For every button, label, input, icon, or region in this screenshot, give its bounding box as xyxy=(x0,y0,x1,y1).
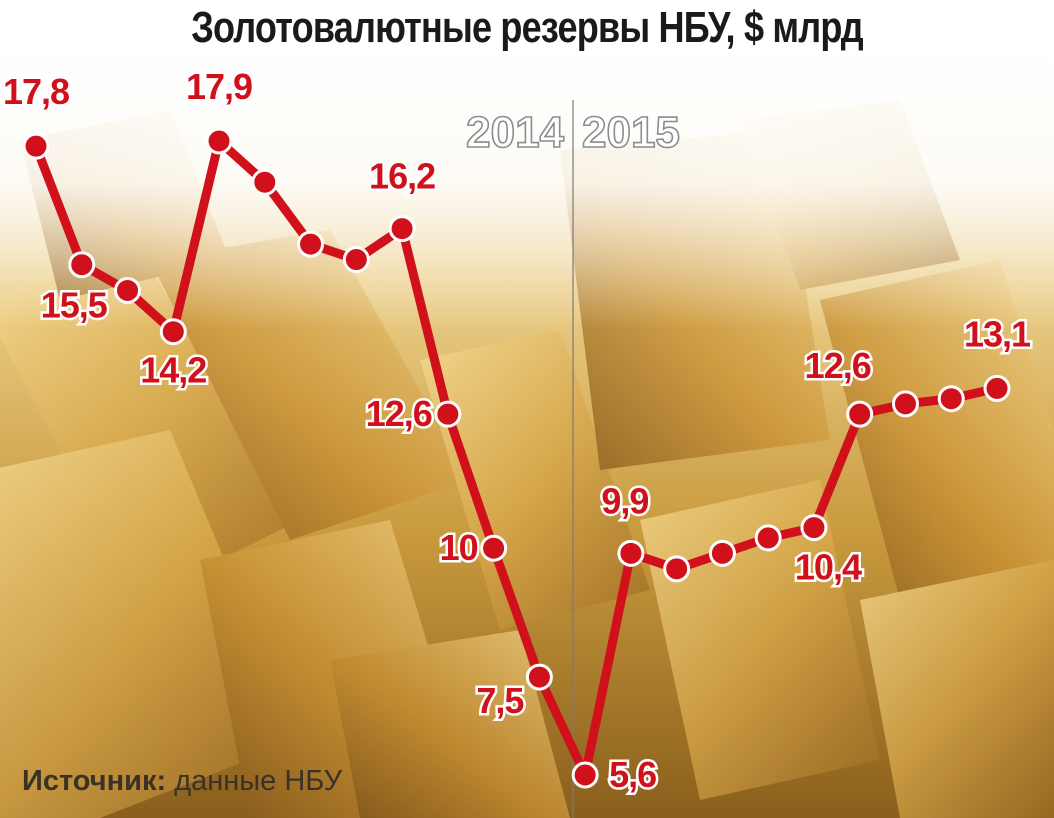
data-label: 12,6 xyxy=(366,393,432,434)
data-point xyxy=(68,251,96,279)
year-label-2014: 2014 xyxy=(466,108,564,157)
data-label: 9,9 xyxy=(601,480,648,521)
source-text: данные НБУ xyxy=(174,765,343,797)
data-label: 14,2 xyxy=(140,350,206,391)
data-point xyxy=(159,318,187,346)
data-point xyxy=(937,385,965,413)
data-label: 17,9 xyxy=(186,66,252,107)
data-point xyxy=(297,230,325,258)
data-label: 13,1 xyxy=(964,313,1031,354)
chart-title: Золотовалютные резервы НБУ, $ млрд xyxy=(191,3,863,52)
data-point xyxy=(617,539,645,567)
data-label: 10 xyxy=(440,527,478,568)
data-label: 17,8 xyxy=(3,71,69,112)
series-line xyxy=(31,136,1002,780)
source-note: Источник: данные НБУ xyxy=(22,764,342,798)
data-label: 7,5 xyxy=(476,680,524,721)
data-label: 15,5 xyxy=(41,285,108,326)
data-label: 12,6 xyxy=(805,345,871,386)
data-label: 10,4 xyxy=(795,547,862,588)
data-point xyxy=(388,215,416,243)
data-point xyxy=(251,168,279,196)
data-point xyxy=(708,539,736,567)
data-point xyxy=(891,390,919,418)
data-point xyxy=(846,400,874,428)
source-label: Источник: xyxy=(22,765,167,797)
year-label-2015: 2015 xyxy=(582,108,680,157)
data-point xyxy=(205,127,233,155)
data-point xyxy=(22,132,50,160)
data-point xyxy=(800,514,828,542)
data-point xyxy=(114,276,142,304)
data-point xyxy=(525,663,553,691)
data-point xyxy=(754,524,782,552)
data-point xyxy=(983,374,1011,402)
data-point xyxy=(663,555,691,583)
data-label: 5,6 xyxy=(609,754,656,795)
data-point xyxy=(571,761,599,789)
data-label: 16,2 xyxy=(369,156,435,197)
data-point xyxy=(342,246,370,274)
data-point xyxy=(480,534,508,562)
data-point xyxy=(434,400,462,428)
